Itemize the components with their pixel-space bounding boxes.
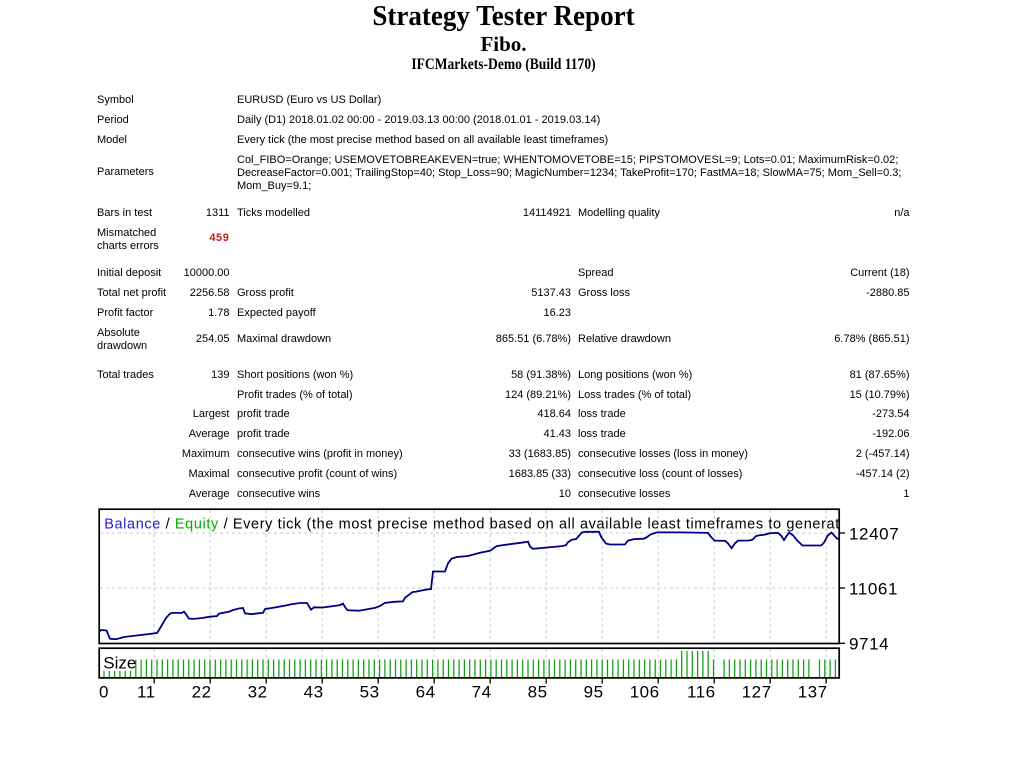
svg-text:137: 137 — [798, 683, 828, 702]
svg-text:64: 64 — [416, 683, 436, 702]
svg-text:106: 106 — [630, 683, 660, 702]
svg-text:85: 85 — [528, 683, 548, 702]
svg-text:12407: 12407 — [849, 524, 899, 543]
svg-text:32: 32 — [248, 683, 268, 702]
svg-text:Size: Size — [103, 654, 136, 673]
svg-text:74: 74 — [472, 683, 492, 702]
svg-text:22: 22 — [192, 683, 212, 702]
svg-text:11061: 11061 — [849, 579, 898, 598]
svg-text:43: 43 — [304, 683, 324, 702]
svg-text:127: 127 — [742, 683, 772, 702]
svg-text:95: 95 — [584, 683, 604, 702]
svg-text:11: 11 — [137, 683, 156, 702]
svg-text:53: 53 — [360, 683, 380, 702]
svg-text:0: 0 — [99, 683, 108, 702]
svg-text:9714: 9714 — [849, 635, 889, 654]
svg-text:Balance / Equity / Every tick: Balance / Equity / Every tick (the most … — [104, 516, 921, 532]
svg-text:116: 116 — [687, 683, 716, 702]
